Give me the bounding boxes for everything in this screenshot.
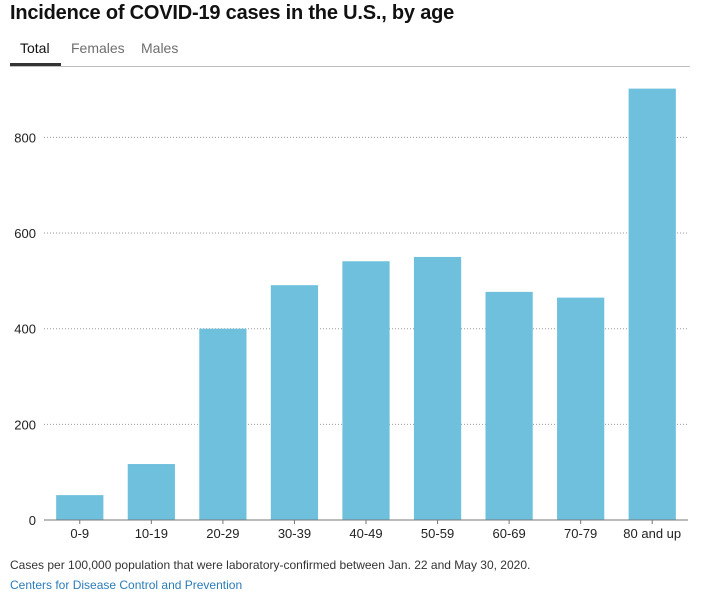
x-tick-label: 0-9	[70, 526, 89, 541]
y-tick-label: 800	[14, 130, 36, 145]
y-tick-label: 0	[29, 513, 36, 528]
tab-bar: Total Females Males	[10, 38, 690, 67]
tab-males[interactable]: Males	[141, 40, 179, 56]
bar-70-79	[557, 297, 605, 520]
x-tick-label: 50-59	[421, 526, 454, 541]
tab-females[interactable]: Females	[71, 40, 125, 56]
x-tick-label: 80 and up	[623, 526, 681, 541]
x-tick-label: 60-69	[492, 526, 525, 541]
bar-0-9	[56, 495, 104, 520]
chart-title: Incidence of COVID-19 cases in the U.S.,…	[10, 2, 455, 24]
bar-chart: 0 200 400 600 800 0-9 10-19 20-29 30-39 40-49 50-5…	[14, 88, 688, 541]
bar-10-19	[127, 464, 175, 520]
bar-20-29	[199, 328, 247, 520]
y-tick-label: 400	[14, 322, 36, 337]
tab-total[interactable]: Total	[20, 40, 50, 56]
bar-60-69	[485, 291, 533, 520]
x-tick-label: 40-49	[349, 526, 382, 541]
x-tick-label: 70-79	[564, 526, 597, 541]
y-tick-label: 600	[14, 226, 36, 241]
source-link[interactable]: Centers for Disease Control and Preventi…	[10, 578, 243, 592]
active-tab-indicator	[10, 63, 61, 66]
bar-80-and-up	[628, 88, 676, 520]
x-tick-label: 20-29	[206, 526, 239, 541]
bar-50-59	[413, 256, 462, 520]
x-tick-label: 10-19	[135, 526, 168, 541]
bar-40-49	[342, 261, 390, 520]
y-tick-label: 200	[14, 417, 36, 432]
bar-30-39	[270, 285, 319, 520]
chart-note: Cases per 100,000 population that were l…	[10, 558, 531, 572]
x-tick-label: 30-39	[278, 526, 311, 541]
